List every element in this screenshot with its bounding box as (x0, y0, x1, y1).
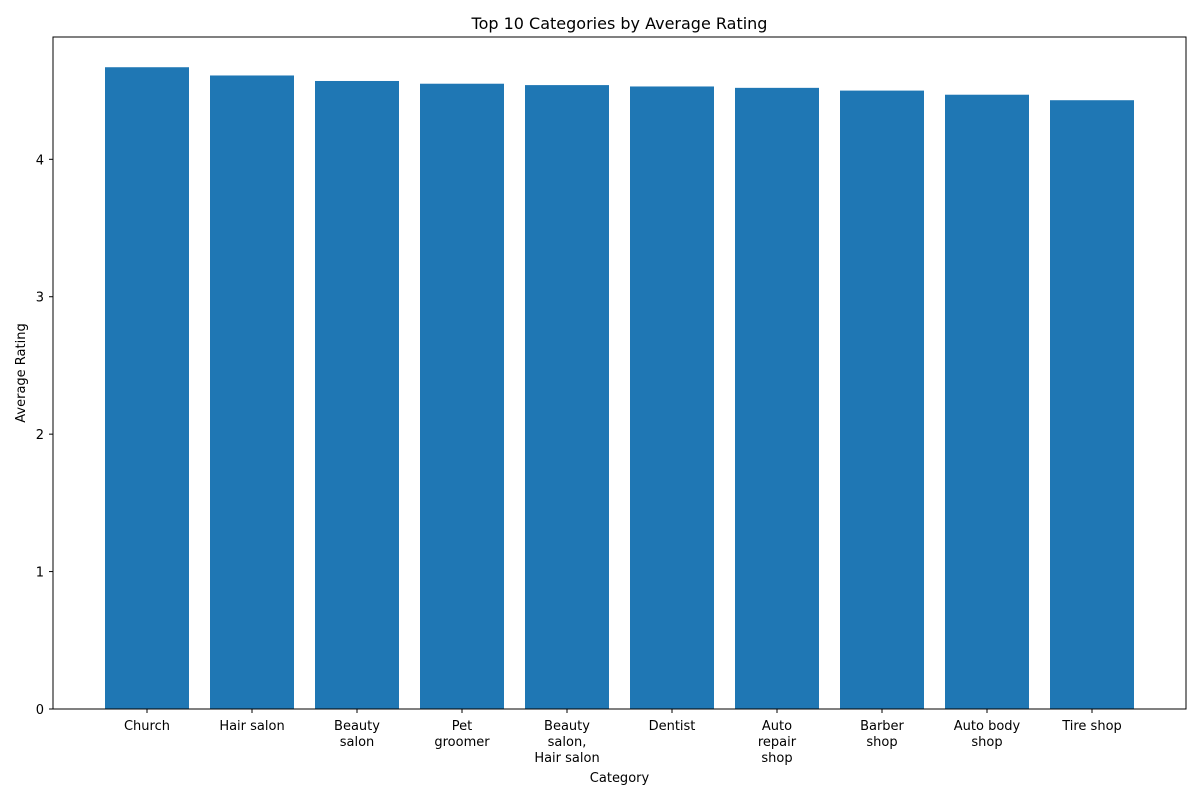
x-tick-label-line: Dentist (649, 719, 696, 734)
x-tick-label-line: Hair salon (534, 751, 599, 766)
y-tick-label: 3 (36, 291, 44, 306)
bar (105, 67, 189, 710)
x-axis-label: Category (590, 771, 650, 786)
x-tick-label-line: salon, (548, 735, 587, 750)
x-tick-label-line: shop (866, 735, 897, 750)
bar (315, 80, 399, 710)
x-tick-label: Barber shop (860, 719, 904, 750)
y-tick-label: 1 (36, 566, 44, 581)
x-tick-label: Pet groomer (434, 719, 490, 750)
x-tick-label: Auto body shop (954, 719, 1021, 750)
bar (420, 83, 504, 710)
x-tick-label: Hair salon (219, 719, 284, 734)
x-tick-label: Auto repair shop (758, 719, 797, 766)
x-tick-label-line: Beauty (334, 719, 380, 734)
x-tick-label-line: salon (340, 735, 375, 750)
y-tick-label: 2 (36, 428, 44, 443)
x-tick-label-line: Church (124, 719, 170, 734)
x-tick-label-line: Beauty (544, 719, 590, 734)
bar (630, 86, 714, 710)
x-tick-label: Church (124, 719, 170, 734)
y-tick-label: 0 (36, 703, 44, 718)
x-tick-label-line: groomer (434, 735, 490, 750)
bar (1050, 100, 1134, 709)
bar (735, 87, 819, 710)
bars-layer (105, 67, 1134, 710)
x-tick-label-line: Auto body (954, 719, 1021, 734)
bar (840, 90, 924, 710)
y-tick-label: 4 (36, 153, 44, 168)
x-tick-label-line: Auto (762, 719, 792, 734)
bar (945, 94, 1029, 710)
x-tick-label: Dentist (649, 719, 696, 734)
x-tick-label-line: Hair salon (219, 719, 284, 734)
x-tick-label: Beauty salon, Hair salon (534, 719, 599, 766)
chart-title: Top 10 Categories by Average Rating (471, 14, 768, 33)
bar (525, 85, 609, 710)
x-tick-label-line: repair (758, 735, 797, 750)
x-tick-label-line: shop (761, 751, 792, 766)
x-tick-label: Beauty salon (334, 719, 380, 750)
y-axis-label: Average Rating (14, 323, 29, 422)
bar (210, 75, 294, 710)
x-tick-label-line: Tire shop (1061, 719, 1122, 734)
x-tick-label-line: Pet (452, 719, 472, 734)
plot-frame (52, 36, 1187, 710)
x-tick-label: Tire shop (1061, 719, 1122, 734)
x-tick-label-line: shop (971, 735, 1002, 750)
x-tick-label-line: Barber (860, 719, 904, 734)
